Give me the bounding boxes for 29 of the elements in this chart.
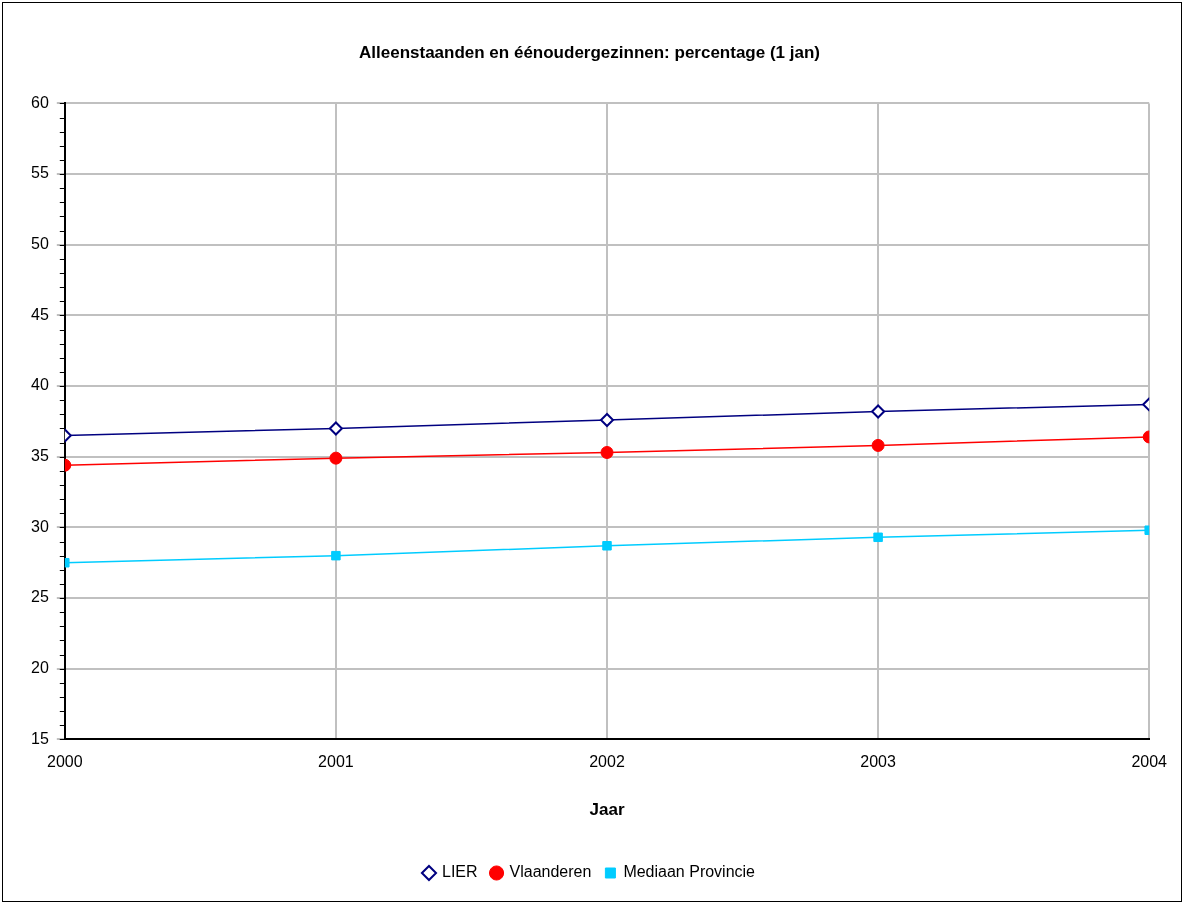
y-tick-label: 60: [31, 93, 49, 111]
y-tick-label: 20: [31, 659, 49, 677]
point: [602, 541, 612, 551]
point: [600, 412, 614, 427]
y-tick-label: 45: [31, 305, 49, 323]
point: [871, 404, 886, 419]
point: [871, 438, 885, 452]
y-tick-label: 30: [31, 517, 49, 535]
y-tick-label: 35: [31, 447, 49, 465]
legend-label: Vlaanderen: [509, 863, 592, 881]
legend-label: LIER: [441, 863, 478, 881]
x-tick-label: 2004: [1131, 753, 1168, 771]
point: [331, 550, 341, 561]
chart-title: Alleenstaanden en éénoudergezinnen: percentage (1 jan): [359, 42, 820, 62]
y-tick-label: 55: [31, 164, 49, 182]
point: [328, 421, 343, 436]
point: [873, 532, 883, 543]
y-tick-label: 25: [31, 588, 49, 606]
x-tick-label: 2002: [589, 753, 625, 771]
y-tick-label: 50: [31, 235, 49, 253]
x-tick-label: 2000: [47, 753, 83, 771]
x-axis-title: Jaar: [589, 800, 625, 820]
point: [329, 451, 343, 465]
x-tick-label: 2001: [318, 753, 354, 771]
point: [600, 445, 614, 459]
y-tick-label: 15: [31, 729, 49, 747]
y-tick-label: 40: [31, 376, 49, 394]
x-tick-label: 2003: [860, 753, 896, 771]
legend-label: Mediaan Provincie: [623, 863, 756, 881]
